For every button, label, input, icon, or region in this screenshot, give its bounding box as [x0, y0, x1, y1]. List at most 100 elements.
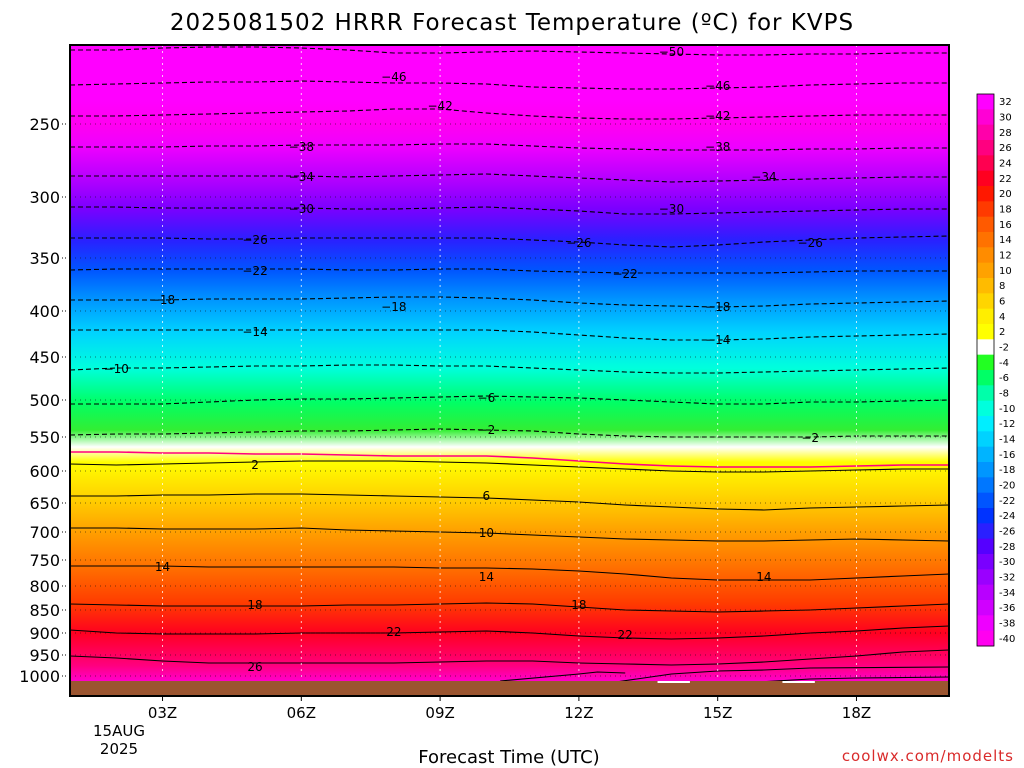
contour-label: 22 — [618, 628, 633, 642]
contour-label: 14 — [756, 570, 771, 584]
colorbar-label: 26 — [999, 143, 1012, 154]
colorbar-label: -8 — [999, 389, 1009, 400]
colorbar-swatch — [977, 247, 994, 264]
colorbar-swatch — [977, 354, 994, 371]
colorbar-swatch — [977, 446, 994, 463]
colorbar-label: 6 — [999, 297, 1005, 308]
y-tick-label: 350 — [29, 249, 60, 268]
colorbar-label: -36 — [999, 603, 1015, 614]
contour-line — [70, 395, 949, 405]
contour-label: −6 — [478, 391, 496, 405]
colorbar-swatch — [977, 462, 994, 478]
colorbar-label: 18 — [999, 205, 1012, 216]
y-tick-label: 900 — [29, 624, 60, 643]
colorbar-swatch — [977, 477, 994, 494]
colorbar-swatch — [977, 554, 994, 570]
y-axis: 250 300 350 400 450 500 550 600 650 700 750 800 850 9… — [19, 115, 66, 686]
contour-label: −46 — [705, 79, 730, 93]
contour-line — [500, 671, 626, 682]
colorbar-swatch — [977, 431, 994, 448]
contour-label: −42 — [427, 99, 452, 113]
x-start-year-label: 2025 — [100, 740, 138, 758]
contour-label: −26 — [566, 236, 591, 250]
contour-label: −22 — [242, 264, 267, 278]
colorbar-label: 16 — [999, 220, 1012, 231]
colorbar-label: -10 — [999, 404, 1015, 415]
colorbar-label: 4 — [999, 312, 1005, 323]
colorbar-label: -2 — [999, 343, 1009, 354]
contour-label: −26 — [242, 233, 267, 247]
contour-label: −18 — [705, 300, 730, 314]
contour-label: −38 — [705, 140, 730, 154]
y-tick-label: 450 — [29, 348, 60, 367]
contour-line — [70, 80, 949, 90]
y-tick-label: 300 — [29, 188, 60, 207]
colorbar-swatch — [977, 262, 994, 279]
y-tick-label: 550 — [29, 428, 60, 447]
x-axis-label: Forecast Time (UTC) — [418, 747, 599, 768]
x-tick-label: 18Z — [842, 704, 871, 722]
contour-line — [70, 173, 949, 183]
colorbar-label: 28 — [999, 128, 1012, 139]
contour-label: −34 — [751, 170, 776, 184]
colorbar-label: -6 — [999, 373, 1009, 384]
contour-label: 18 — [247, 598, 262, 612]
contour-line — [70, 143, 949, 151]
colorbar-label: 32 — [999, 97, 1012, 108]
colorbar-label: 14 — [999, 235, 1012, 246]
colorbar-label: -24 — [999, 511, 1015, 522]
contour-line — [70, 296, 949, 308]
colorbar-swatch — [977, 324, 994, 340]
x-tick-label: 12Z — [564, 704, 593, 722]
credit-link[interactable]: coolwx.com/modelts — [842, 747, 1014, 765]
colorbar-swatch — [977, 170, 994, 187]
colorbar-label: 12 — [999, 251, 1012, 262]
colorbar-label: 20 — [999, 189, 1012, 200]
colorbar-label: -34 — [999, 588, 1015, 599]
colorbar-swatch — [977, 186, 994, 202]
contour-line — [70, 493, 949, 511]
colorbar-swatch — [977, 94, 994, 110]
y-tick-label: 850 — [29, 601, 60, 620]
contour-label: −14 — [705, 333, 730, 347]
colorbar: 32 30 28 26 24 22 20 18 16 14 12 10 8 6 4 2 -2 -4 -6 -8 -10 -… — [976, 93, 1015, 647]
colorbar-swatch — [977, 278, 994, 294]
colorbar-label: -14 — [999, 435, 1015, 446]
y-tick-label: 250 — [29, 115, 60, 134]
colorbar-swatch — [977, 293, 994, 310]
y-tick-label: 800 — [29, 577, 60, 596]
contour-label: 10 — [479, 526, 494, 540]
contour-label: −18 — [150, 293, 175, 307]
x-tick-label: 03Z — [148, 704, 177, 722]
colorbar-swatch — [977, 370, 994, 386]
colorbar-swatch — [977, 508, 994, 524]
contour-label: −10 — [104, 362, 129, 376]
colorbar-swatch — [977, 492, 994, 509]
y-tick-label: 700 — [29, 523, 60, 542]
colorbar-label: -4 — [999, 358, 1009, 369]
colorbar-label: -30 — [999, 557, 1015, 568]
contour-label: −18 — [381, 300, 406, 314]
ground-surface — [70, 681, 949, 696]
contour-line — [70, 527, 949, 542]
plot-area: −50−46−46−42−42−38 −38−34 −34−30 −30−26 −26−… — [70, 45, 949, 696]
contour-line — [70, 206, 949, 215]
x-start-date-label: 15AUG — [93, 722, 145, 740]
contour-line — [70, 460, 949, 473]
contour-label: 6 — [483, 489, 491, 503]
colorbar-swatch — [977, 124, 994, 141]
contour-label: −2 — [801, 431, 819, 445]
contour-label: −50 — [659, 45, 684, 59]
contour-line — [70, 428, 949, 438]
colorbar-label: -20 — [999, 481, 1015, 492]
colorbar-label: 2 — [999, 327, 1005, 338]
colorbar-label: 10 — [999, 266, 1012, 277]
y-tick-label: 1000 — [19, 667, 60, 686]
colorbar-swatch — [977, 339, 994, 356]
colorbar-label: -38 — [999, 619, 1015, 630]
colorbar-swatch — [977, 140, 994, 156]
colorbar-label: 22 — [999, 174, 1012, 185]
colorbar-swatch — [977, 523, 994, 540]
x-axis: 03Z 06Z 09Z 12Z 15Z 18Z — [148, 696, 871, 722]
